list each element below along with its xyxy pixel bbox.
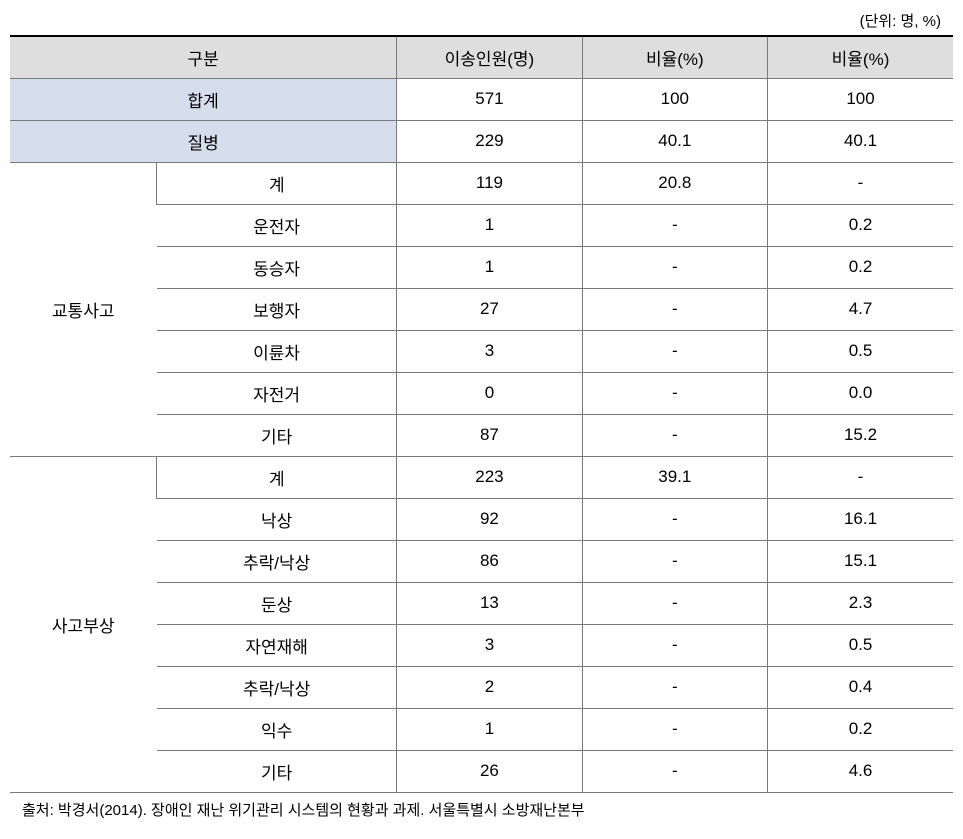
row-sublabel: 계 xyxy=(157,456,397,498)
cell-value: 92 xyxy=(397,498,582,540)
cell-value: - xyxy=(582,414,767,456)
cell-value: - xyxy=(582,666,767,708)
cell-value: 3 xyxy=(397,330,582,372)
header-col2: 비율(%) xyxy=(582,36,767,78)
cell-value: 2.3 xyxy=(768,582,953,624)
row-sublabel: 추락/낙상 xyxy=(157,666,397,708)
cell-value: 0.2 xyxy=(768,708,953,750)
cell-value: - xyxy=(582,372,767,414)
row-sublabel: 운전자 xyxy=(157,204,397,246)
unit-label: (단위: 명, %) xyxy=(10,10,953,31)
row-sublabel: 낙상 xyxy=(157,498,397,540)
row-sublabel: 둔상 xyxy=(157,582,397,624)
data-table: 구분 이송인원(명) 비율(%) 비율(%) 합계 571 100 100 질병… xyxy=(10,35,953,793)
cell-value: 86 xyxy=(397,540,582,582)
source-citation: 출처: 박경서(2014). 장애인 재난 위기관리 시스템의 현황과 과제. … xyxy=(10,799,953,820)
cell-value: 0.0 xyxy=(768,372,953,414)
cell-value: 39.1 xyxy=(582,456,767,498)
cell-value: 4.6 xyxy=(768,750,953,792)
row-label-illness: 질병 xyxy=(10,120,397,162)
row-sublabel: 보행자 xyxy=(157,288,397,330)
cell-value: - xyxy=(582,330,767,372)
cell-value: - xyxy=(582,498,767,540)
row-sublabel: 동승자 xyxy=(157,246,397,288)
cell-value: 27 xyxy=(397,288,582,330)
cell-value: 15.1 xyxy=(768,540,953,582)
row-sublabel: 기타 xyxy=(157,750,397,792)
cell-value: 13 xyxy=(397,582,582,624)
cell-value: 0.2 xyxy=(768,246,953,288)
row-label-total: 합계 xyxy=(10,78,397,120)
cell-value: 20.8 xyxy=(582,162,767,204)
cell-value: 0.4 xyxy=(768,666,953,708)
cell-value: 2 xyxy=(397,666,582,708)
row-sublabel: 추락/낙상 xyxy=(157,540,397,582)
row-sublabel: 자연재해 xyxy=(157,624,397,666)
cell-value: 40.1 xyxy=(768,120,953,162)
header-col1: 이송인원(명) xyxy=(397,36,582,78)
cell-value: 1 xyxy=(397,708,582,750)
table-row: 합계 571 100 100 xyxy=(10,78,953,120)
cell-value: - xyxy=(582,246,767,288)
cell-value: - xyxy=(582,708,767,750)
table-row: 교통사고 계 119 20.8 - xyxy=(10,162,953,204)
cell-value: - xyxy=(582,288,767,330)
group-label-accident: 사고부상 xyxy=(10,456,157,792)
cell-value: 571 xyxy=(397,78,582,120)
row-sublabel: 자전거 xyxy=(157,372,397,414)
cell-value: 0.2 xyxy=(768,204,953,246)
table-header-row: 구분 이송인원(명) 비율(%) 비율(%) xyxy=(10,36,953,78)
cell-value: 87 xyxy=(397,414,582,456)
cell-value: 100 xyxy=(768,78,953,120)
cell-value: 0.5 xyxy=(768,624,953,666)
cell-value: - xyxy=(582,540,767,582)
table-row: 질병 229 40.1 40.1 xyxy=(10,120,953,162)
row-sublabel: 이륜차 xyxy=(157,330,397,372)
cell-value: - xyxy=(768,456,953,498)
cell-value: 100 xyxy=(582,78,767,120)
cell-value: 223 xyxy=(397,456,582,498)
cell-value: - xyxy=(582,624,767,666)
cell-value: 0.5 xyxy=(768,330,953,372)
cell-value: 16.1 xyxy=(768,498,953,540)
cell-value: 4.7 xyxy=(768,288,953,330)
cell-value: 40.1 xyxy=(582,120,767,162)
cell-value: 1 xyxy=(397,246,582,288)
cell-value: 26 xyxy=(397,750,582,792)
cell-value: 3 xyxy=(397,624,582,666)
cell-value: 229 xyxy=(397,120,582,162)
cell-value: - xyxy=(582,582,767,624)
cell-value: 1 xyxy=(397,204,582,246)
table-row: 사고부상 계 223 39.1 - xyxy=(10,456,953,498)
cell-value: 15.2 xyxy=(768,414,953,456)
cell-value: - xyxy=(582,204,767,246)
cell-value: 119 xyxy=(397,162,582,204)
row-sublabel: 계 xyxy=(157,162,397,204)
cell-value: - xyxy=(768,162,953,204)
header-col3: 비율(%) xyxy=(768,36,953,78)
row-sublabel: 익수 xyxy=(157,708,397,750)
cell-value: - xyxy=(582,750,767,792)
group-label-traffic: 교통사고 xyxy=(10,162,157,456)
header-category: 구분 xyxy=(10,36,397,78)
cell-value: 0 xyxy=(397,372,582,414)
row-sublabel: 기타 xyxy=(157,414,397,456)
